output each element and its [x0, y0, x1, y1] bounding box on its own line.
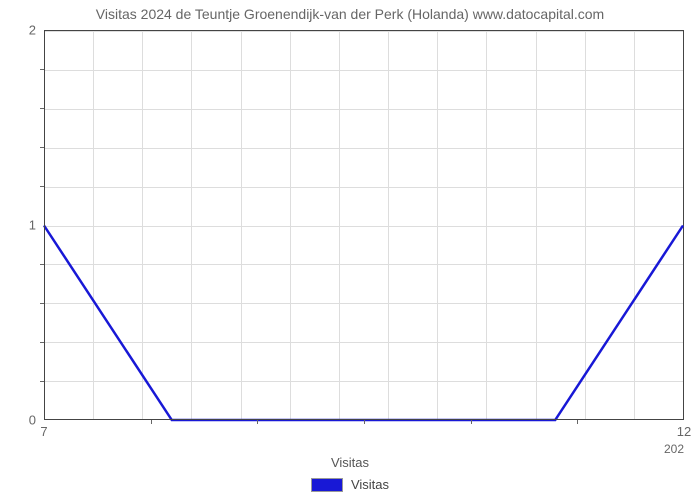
- y-axis: [44, 31, 45, 420]
- chart-title: Visitas 2024 de Teuntje Groenendijk-van …: [0, 0, 700, 24]
- x-tick-label: 7: [40, 420, 47, 439]
- legend-swatch: [311, 478, 343, 492]
- y-minor-tick: [40, 69, 44, 70]
- plot-background: [44, 30, 684, 420]
- x-axis-sub-label: 202: [664, 420, 684, 456]
- y-tick-label: 1: [29, 218, 44, 233]
- chart-container: Visitas 2024 de Teuntje Groenendijk-van …: [0, 0, 700, 500]
- x-minor-tick: [364, 420, 365, 424]
- y-minor-tick: [40, 147, 44, 148]
- y-minor-tick: [40, 342, 44, 343]
- y-minor-tick: [40, 108, 44, 109]
- y-minor-tick: [40, 303, 44, 304]
- y-minor-tick: [40, 264, 44, 265]
- legend: Visitas: [0, 477, 700, 492]
- x-axis-title: Visitas: [0, 455, 700, 470]
- x-minor-tick: [257, 420, 258, 424]
- plot-area: 012 712 202: [44, 30, 684, 420]
- legend-label: Visitas: [351, 477, 389, 492]
- y-minor-tick: [40, 381, 44, 382]
- x-minor-tick: [577, 420, 578, 424]
- x-minor-tick: [471, 420, 472, 424]
- line-series: [44, 31, 683, 420]
- y-minor-tick: [40, 186, 44, 187]
- x-minor-tick: [151, 420, 152, 424]
- y-tick-label: 2: [29, 23, 44, 38]
